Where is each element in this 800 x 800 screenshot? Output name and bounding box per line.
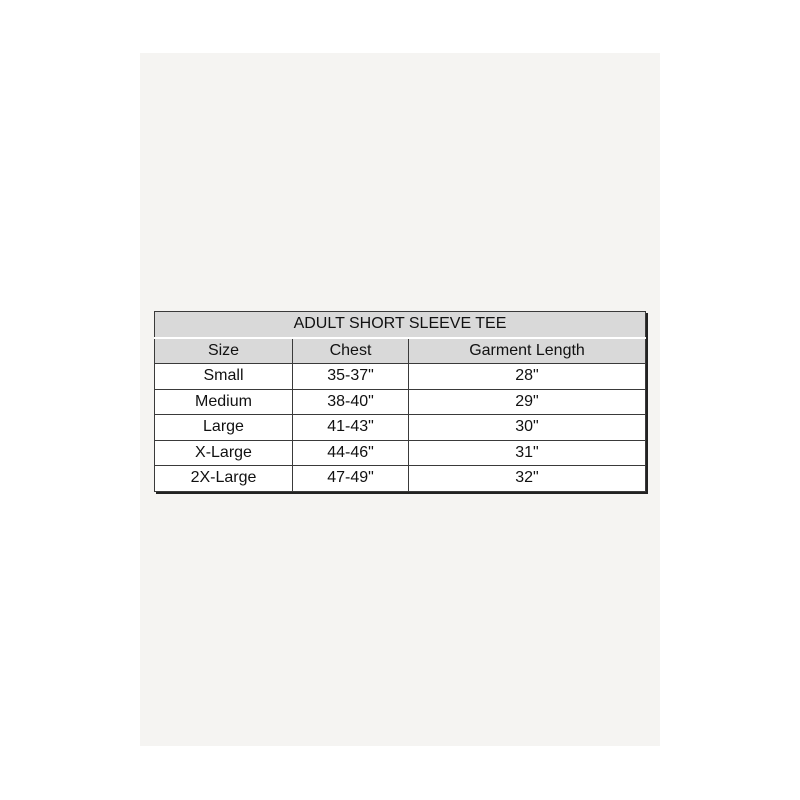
cell-garment-length: 29"	[408, 388, 646, 415]
table-row: 2X-Large 47-49" 32"	[154, 465, 646, 492]
cell-size: Medium	[154, 388, 293, 415]
cell-garment-length: 32"	[408, 465, 646, 492]
cell-chest: 44-46"	[292, 439, 409, 466]
cell-chest: 47-49"	[292, 465, 409, 492]
cell-garment-length: 31"	[408, 439, 646, 466]
cell-size: Small	[154, 363, 293, 390]
size-chart-table: ADULT SHORT SLEEVE TEE Size Chest Garmen…	[154, 311, 646, 492]
cell-size: 2X-Large	[154, 465, 293, 492]
cell-chest: 35-37"	[292, 363, 409, 390]
cell-chest: 38-40"	[292, 388, 409, 415]
cell-size: Large	[154, 414, 293, 441]
cell-garment-length: 28"	[408, 363, 646, 390]
cell-garment-length: 30"	[408, 414, 646, 441]
table-header-row: Size Chest Garment Length	[154, 337, 646, 364]
table-row: Small 35-37" 28"	[154, 363, 646, 390]
table-row: Medium 38-40" 29"	[154, 388, 646, 415]
table-title: ADULT SHORT SLEEVE TEE	[154, 311, 646, 339]
cell-chest: 41-43"	[292, 414, 409, 441]
table-row: X-Large 44-46" 31"	[154, 439, 646, 466]
table-row: Large 41-43" 30"	[154, 414, 646, 441]
header-garment-length: Garment Length	[408, 337, 646, 364]
header-size: Size	[154, 337, 293, 364]
table-title-row: ADULT SHORT SLEEVE TEE	[154, 311, 646, 339]
header-chest: Chest	[292, 337, 409, 364]
cell-size: X-Large	[154, 439, 293, 466]
